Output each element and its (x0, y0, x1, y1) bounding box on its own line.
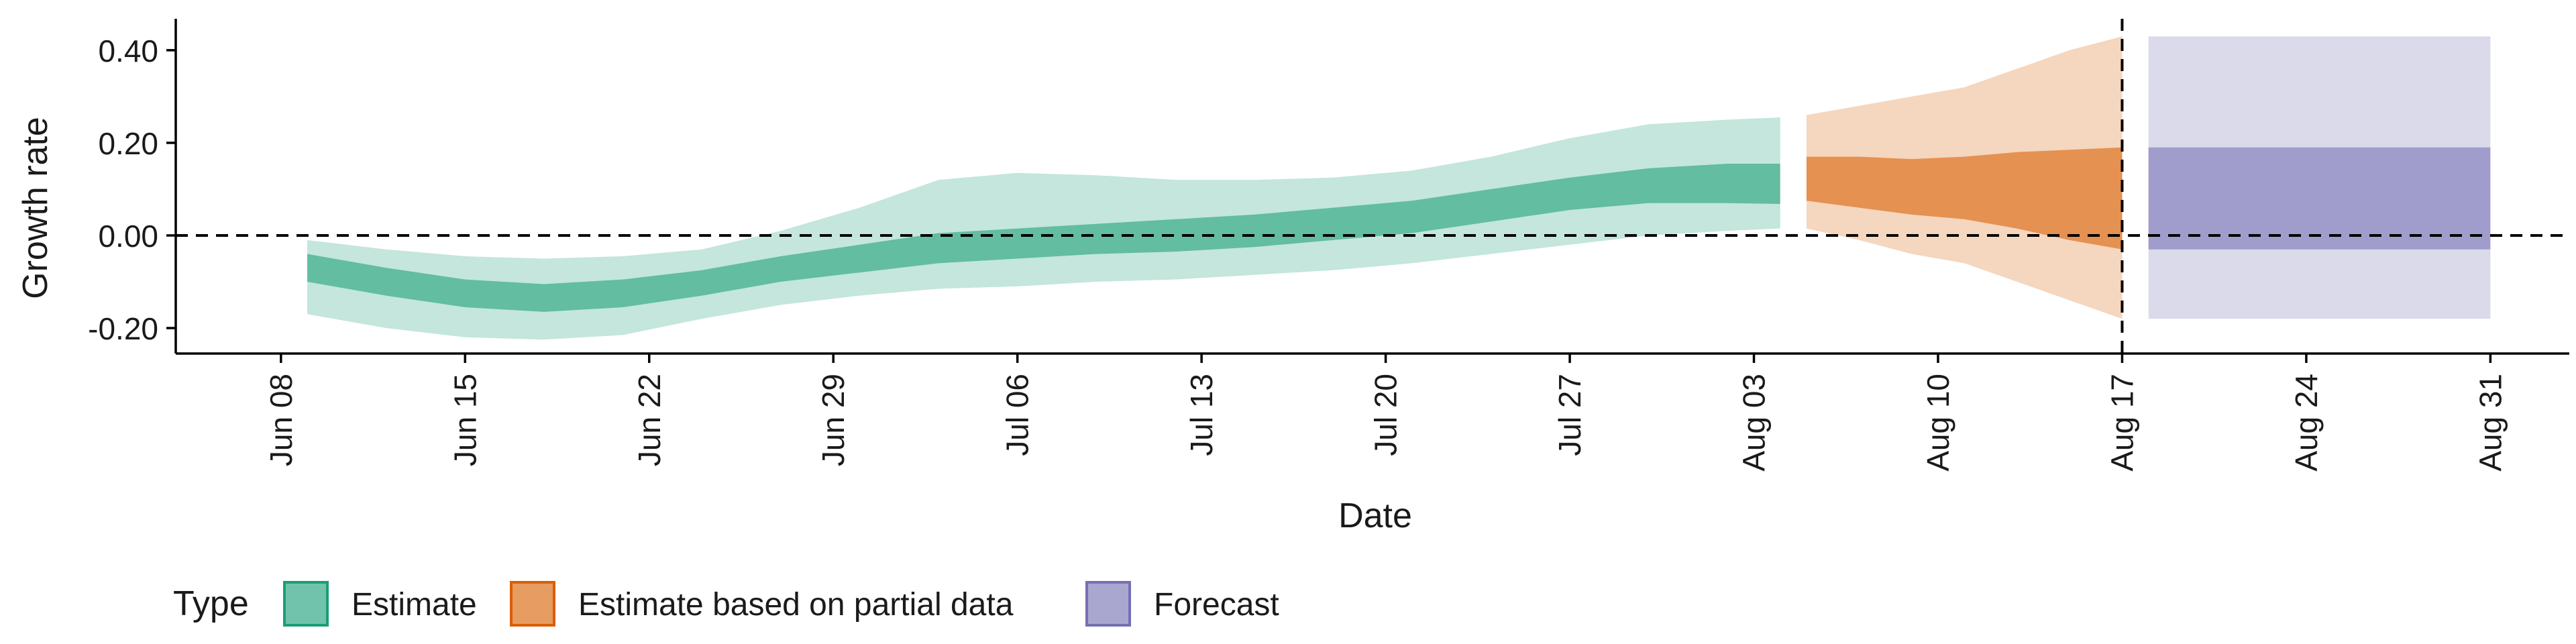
legend-key-forecast (1085, 581, 1131, 627)
forecast-50-interval-band (2148, 147, 2491, 250)
y-tick-label: 0.20 (98, 126, 158, 161)
x-axis-title: Date (1338, 496, 1412, 535)
estimate-50-interval-band (307, 164, 1780, 312)
legend-label-estimate-based-on-partial-data: Estimate based on partial data (578, 587, 1014, 623)
x-tick-label: Jul 13 (1184, 374, 1219, 456)
y-tick-label: 0.00 (98, 219, 158, 254)
x-tick-label: Aug 03 (1737, 374, 1772, 472)
x-tick-label: Aug 31 (2473, 374, 2508, 472)
estimate-based-on-partial-data-50-interval-band (1806, 147, 2123, 250)
y-tick-label: -0.20 (88, 311, 158, 346)
x-tick-label: Aug 24 (2289, 374, 2324, 472)
legend: Type Estimate Estimate based on partial da… (173, 581, 1279, 627)
legend-key-estimate (283, 581, 329, 627)
axes: -0.20 0.00 0.20 0.40 Jun 08 Jun 15 Jun 22 Jun 2… (88, 19, 2569, 472)
y-axis-title: Growth rate (16, 117, 55, 299)
legend-key-estimate-based-on-partial-data (510, 581, 555, 627)
x-tick-label: Jun 22 (632, 374, 667, 466)
legend-label-forecast: Forecast (1154, 587, 1279, 623)
x-tick-label: Aug 17 (2104, 374, 2139, 472)
x-tick-label: Jun 08 (264, 374, 299, 466)
ribbon-layer (307, 36, 2491, 340)
x-tick-label: Jun 15 (447, 374, 482, 466)
x-tick-label: Jul 27 (1552, 374, 1587, 456)
x-tick-label: Jul 20 (1368, 374, 1403, 456)
reference-lines (176, 19, 2569, 354)
x-tick-label: Aug 10 (1921, 374, 1955, 472)
y-tick-label: 0.40 (98, 34, 158, 68)
x-tick-label: Jun 29 (816, 374, 851, 466)
x-tick-label: Jul 06 (1000, 374, 1035, 456)
legend-label-estimate: Estimate (352, 587, 477, 623)
legend-title: Type (173, 584, 249, 623)
